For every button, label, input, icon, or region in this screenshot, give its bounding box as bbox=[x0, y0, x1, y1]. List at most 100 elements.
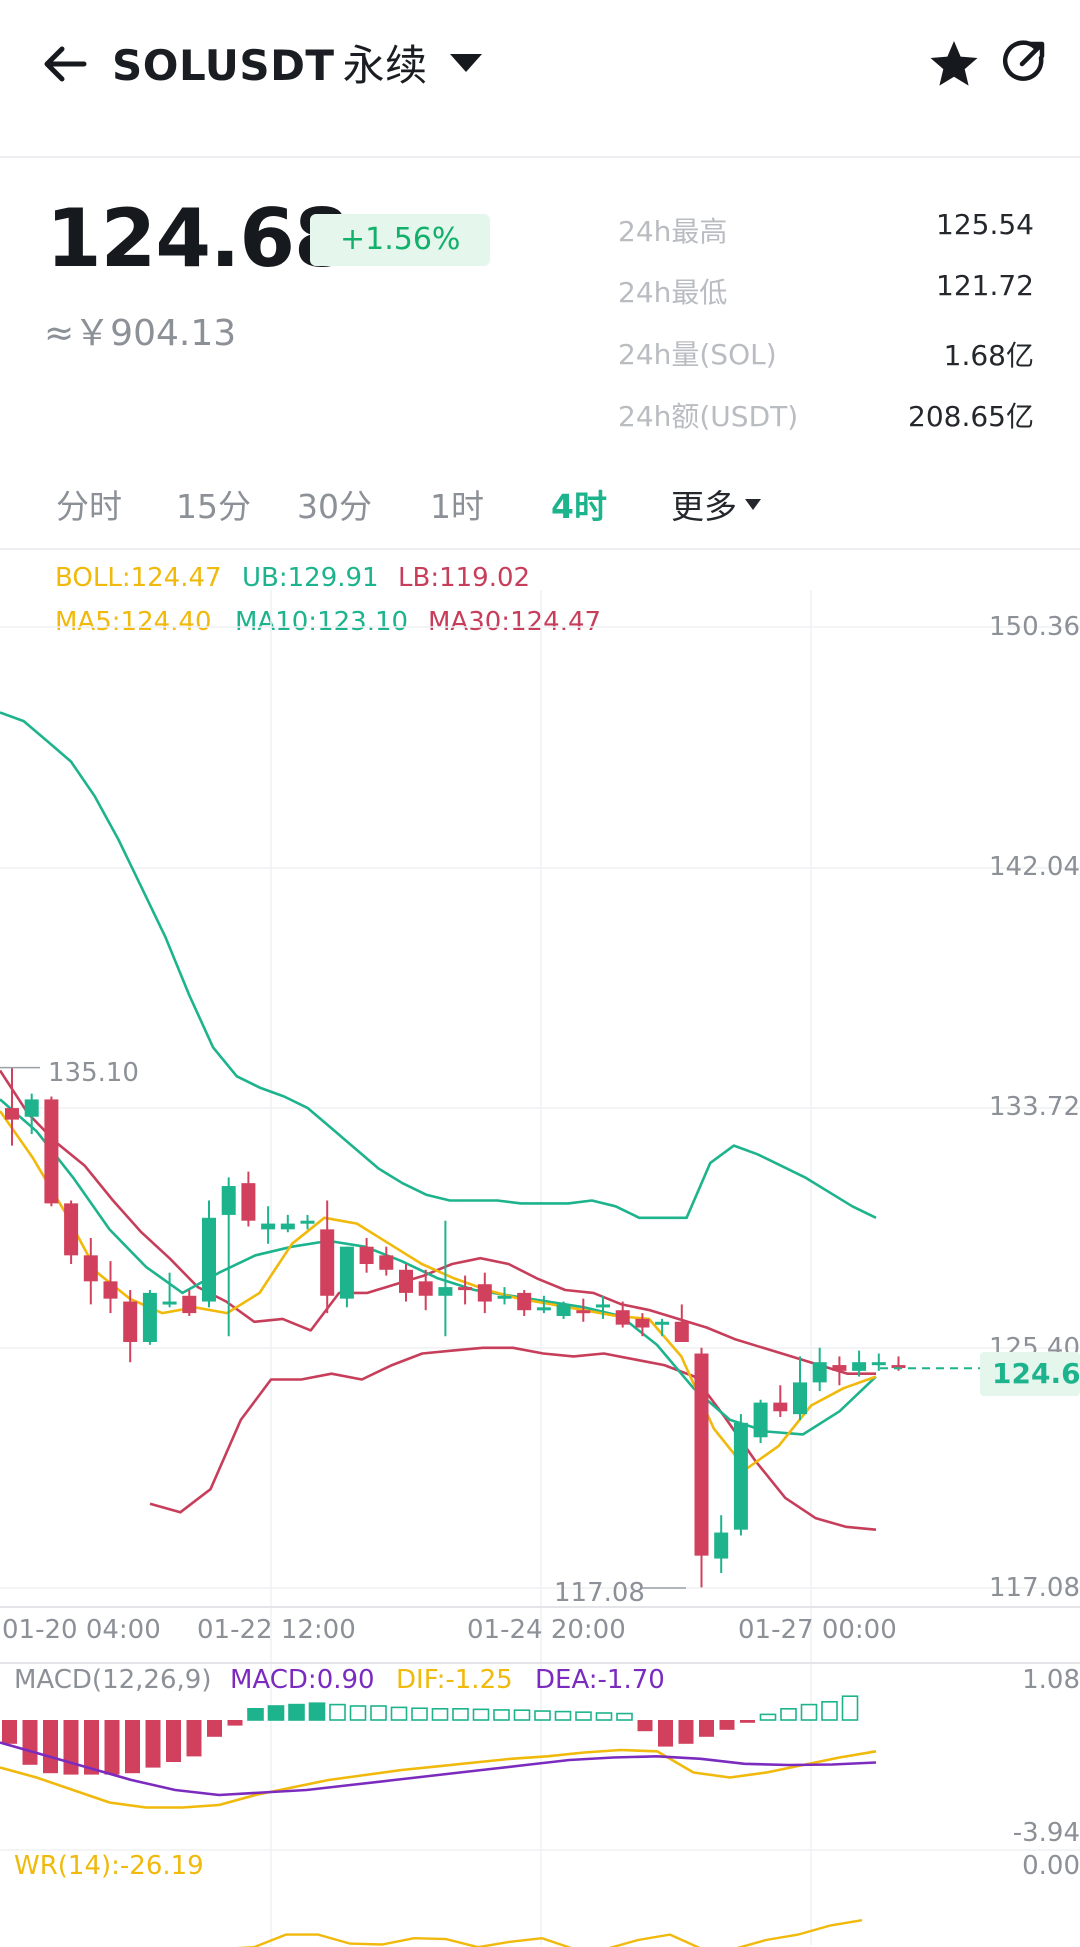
stat-turnover-value: 208.65亿 bbox=[908, 400, 1034, 433]
boll-upper-line bbox=[0, 711, 877, 1220]
tab-4h[interactable]: 4时 bbox=[551, 487, 607, 526]
candle-body bbox=[280, 1223, 295, 1230]
caret-down-icon[interactable] bbox=[446, 48, 486, 78]
tab-more[interactable]: 更多 bbox=[671, 480, 761, 528]
macd-histogram-bar bbox=[84, 1720, 99, 1775]
candle-body bbox=[359, 1246, 374, 1265]
stat-low-label: 24h最低 bbox=[618, 276, 728, 309]
macd-histogram-bar bbox=[411, 1707, 428, 1721]
arrow-left-icon[interactable] bbox=[38, 36, 94, 92]
candle-body bbox=[182, 1295, 197, 1314]
candle-body bbox=[596, 1304, 610, 1308]
macd-histogram-bar bbox=[349, 1705, 367, 1721]
ma10-value: MA10:123.10 bbox=[235, 607, 409, 637]
candle-body bbox=[714, 1532, 729, 1559]
macd-histogram-bar bbox=[554, 1710, 572, 1721]
candle-body bbox=[261, 1223, 276, 1230]
candle-body bbox=[871, 1362, 886, 1366]
stat-high-label: 24h最高 bbox=[618, 215, 728, 248]
boll-lb-value: LB:119.02 bbox=[398, 563, 531, 593]
macd-histogram-bar bbox=[800, 1703, 818, 1721]
candle-body bbox=[320, 1229, 335, 1296]
macd-histogram-bar bbox=[678, 1720, 694, 1744]
boll-lower-line bbox=[149, 1346, 877, 1531]
tab-15m[interactable]: 15分 bbox=[176, 487, 251, 526]
time-axis-label: 01-20 04:00 bbox=[2, 1615, 161, 1645]
interval-tabs: 分时 15分 30分 1时 4时 更多 bbox=[0, 470, 1080, 550]
candle-body bbox=[418, 1281, 433, 1296]
macd-histogram-bar bbox=[821, 1701, 838, 1721]
macd-histogram-bar bbox=[104, 1720, 120, 1775]
macd-histogram-bar bbox=[472, 1708, 490, 1721]
candle-body bbox=[852, 1362, 867, 1371]
dea-value: DEA:-1.70 bbox=[535, 1665, 665, 1695]
tab-1h[interactable]: 1时 bbox=[430, 487, 484, 526]
macd-histogram-bar bbox=[452, 1708, 469, 1721]
macd-histogram-bar bbox=[595, 1712, 613, 1721]
contract-type: 永续 bbox=[342, 41, 428, 90]
caret-down-icon bbox=[745, 499, 761, 510]
macd-histogram-bar bbox=[719, 1720, 735, 1730]
candle-body bbox=[536, 1307, 551, 1311]
macd-histogram-bar bbox=[370, 1705, 387, 1721]
macd-histogram-bar bbox=[780, 1708, 797, 1721]
macd-histogram-bar bbox=[513, 1709, 531, 1721]
wr-title: WR(14):-26.19 bbox=[14, 1851, 204, 1881]
low-price-marker: 117.08 bbox=[554, 1578, 645, 1608]
tab-timeline[interactable]: 分时 bbox=[56, 487, 122, 526]
macd-histogram-bar bbox=[63, 1720, 79, 1775]
candle-body bbox=[655, 1321, 670, 1325]
candle-body bbox=[162, 1301, 177, 1305]
candle-body bbox=[123, 1301, 138, 1342]
boll-ub-value: UB:129.91 bbox=[242, 563, 379, 593]
macd-histogram-bar bbox=[308, 1702, 326, 1721]
candle-body bbox=[103, 1281, 118, 1299]
change-badge: +1.56% bbox=[310, 214, 491, 266]
macd-histogram-bar bbox=[288, 1703, 305, 1721]
candle-body bbox=[24, 1099, 39, 1117]
candle-body bbox=[674, 1321, 689, 1342]
macd-histogram-bar bbox=[841, 1695, 859, 1721]
macd-histogram-bar bbox=[125, 1720, 140, 1774]
macd-histogram-bar bbox=[390, 1706, 408, 1721]
price-axis-label: 133.72 bbox=[989, 1092, 1080, 1122]
dif-value: DIF:-1.25 bbox=[396, 1665, 513, 1695]
candle-body bbox=[497, 1295, 512, 1299]
stat-volume-label: 24h量(SOL) bbox=[618, 338, 777, 371]
share-icon[interactable] bbox=[1000, 38, 1048, 86]
stat-turnover-label: 24h额(USDT) bbox=[618, 400, 799, 433]
dif-line bbox=[0, 1748, 877, 1809]
macd-histogram-bar bbox=[329, 1703, 346, 1721]
top-bar: SOLUSDT 永续 bbox=[0, 0, 1080, 158]
candle-body bbox=[339, 1246, 354, 1299]
candle-body bbox=[753, 1402, 768, 1438]
macd-histogram-bar bbox=[616, 1712, 633, 1721]
dea-line bbox=[0, 1741, 877, 1797]
symbol-name: SOLUSDT bbox=[112, 41, 335, 90]
cny-price: ≈￥904.13 bbox=[44, 313, 237, 354]
boll-value: BOLL:124.47 bbox=[55, 563, 222, 593]
tab-30m[interactable]: 30分 bbox=[297, 487, 372, 526]
macd-histogram-bar bbox=[699, 1720, 714, 1737]
candle-body bbox=[773, 1402, 788, 1412]
ma10-line bbox=[0, 1098, 877, 1436]
candle-body bbox=[576, 1310, 591, 1314]
candle-body bbox=[300, 1220, 315, 1224]
candle-body bbox=[477, 1284, 492, 1302]
candle-body bbox=[615, 1310, 630, 1325]
candle-body bbox=[733, 1422, 748, 1530]
star-icon[interactable] bbox=[926, 36, 982, 92]
symbol-title[interactable]: SOLUSDT 永续 bbox=[112, 32, 428, 93]
macd-histogram-bar bbox=[166, 1720, 181, 1762]
macd-histogram-bar bbox=[534, 1710, 551, 1721]
macd-value: MACD:0.90 bbox=[230, 1665, 375, 1695]
stat-volume-value: 1.68亿 bbox=[943, 339, 1034, 372]
candle-body bbox=[5, 1108, 19, 1120]
wr-axis-top: 0.00 bbox=[1022, 1851, 1080, 1881]
macd-axis-top: 1.08 bbox=[1022, 1665, 1080, 1695]
candle-body bbox=[44, 1099, 59, 1204]
candle-body bbox=[241, 1183, 256, 1221]
macd-histogram-bar bbox=[637, 1720, 653, 1732]
macd-histogram-bar bbox=[658, 1720, 673, 1747]
